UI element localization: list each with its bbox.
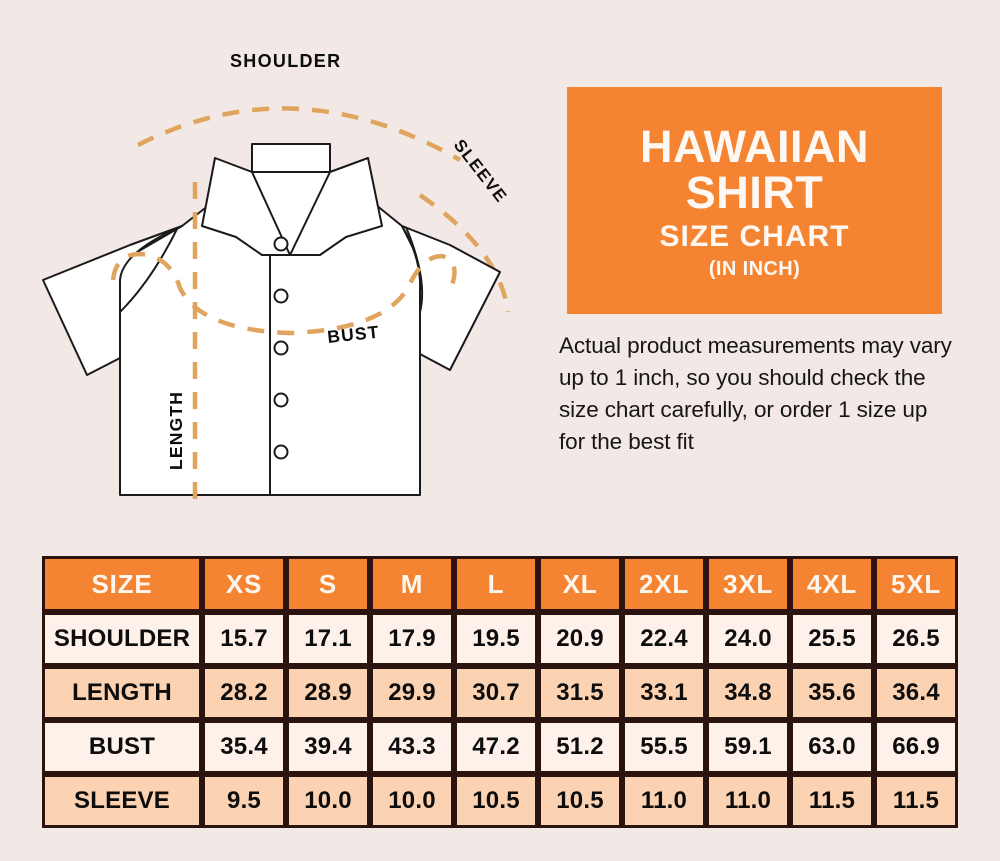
row-label-length: LENGTH: [42, 666, 202, 720]
cell-sleeve-xs: 9.5: [202, 774, 286, 828]
cell-length-2xl: 33.1: [622, 666, 706, 720]
table-header-cell-3xl: 3XL: [706, 556, 790, 612]
cell-shoulder-xs: 15.7: [202, 612, 286, 666]
shoulder-guide-line: [136, 106, 462, 162]
table-header-cell-xl: XL: [538, 556, 622, 612]
title-panel: HAWAIIAN SHIRT SIZE CHART (IN INCH): [567, 87, 942, 314]
cell-sleeve-xl: 10.5: [538, 774, 622, 828]
cell-bust-3xl: 59.1: [706, 720, 790, 774]
cell-bust-2xl: 55.5: [622, 720, 706, 774]
cell-length-s: 28.9: [286, 666, 370, 720]
shirt-button: [273, 236, 289, 252]
cell-length-xs: 28.2: [202, 666, 286, 720]
shirt-left-sleeve: [42, 225, 183, 376]
cell-shoulder-4xl: 25.5: [790, 612, 874, 666]
table-header-cell-xs: XS: [202, 556, 286, 612]
table-row: LENGTH 28.2 28.9 29.9 30.7 31.5 33.1 34.…: [42, 666, 958, 720]
sleeve-guide-line: [418, 193, 511, 313]
cell-length-5xl: 36.4: [874, 666, 958, 720]
cell-bust-4xl: 63.0: [790, 720, 874, 774]
cell-shoulder-xl: 20.9: [538, 612, 622, 666]
shirt-placket: [269, 254, 290, 495]
size-chart-table-container: SIZE XS S M L XL 2XL 3XL 4XL 5XL SHOULDE…: [42, 556, 958, 828]
cell-length-l: 30.7: [454, 666, 538, 720]
shirt-left-armhole: [119, 226, 179, 313]
cell-bust-s: 39.4: [286, 720, 370, 774]
row-label-sleeve: SLEEVE: [42, 774, 202, 828]
table-header-cell-m: M: [370, 556, 454, 612]
cell-sleeve-5xl: 11.5: [874, 774, 958, 828]
cell-sleeve-l: 10.5: [454, 774, 538, 828]
cell-length-m: 29.9: [370, 666, 454, 720]
cell-sleeve-s: 10.0: [286, 774, 370, 828]
cell-shoulder-m: 17.9: [370, 612, 454, 666]
table-header-cell-size: SIZE: [42, 556, 202, 612]
description-text: Actual product measurements may vary up …: [559, 333, 952, 454]
shirt-button: [273, 340, 289, 356]
shirt-button: [273, 444, 289, 460]
subtitle: SIZE CHART: [659, 219, 850, 253]
table-header-cell-5xl: 5XL: [874, 556, 958, 612]
shirt-button: [273, 288, 289, 304]
size-chart-table: SIZE XS S M L XL 2XL 3XL 4XL 5XL SHOULDE…: [42, 556, 958, 828]
top-section: SHOULDER SLEEVE BUST LENGTH HAWAIIAN SHI…: [30, 40, 952, 520]
shirt-neck-band: [251, 143, 331, 173]
table-row: SLEEVE 9.5 10.0 10.0 10.5 10.5 11.0 11.0…: [42, 774, 958, 828]
row-label-bust: BUST: [42, 720, 202, 774]
cell-bust-5xl: 66.9: [874, 720, 958, 774]
table-row: BUST 35.4 39.4 43.3 47.2 51.2 55.5 59.1 …: [42, 720, 958, 774]
cell-sleeve-4xl: 11.5: [790, 774, 874, 828]
cell-sleeve-3xl: 11.0: [706, 774, 790, 828]
cell-length-3xl: 34.8: [706, 666, 790, 720]
cell-shoulder-3xl: 24.0: [706, 612, 790, 666]
table-header-cell-2xl: 2XL: [622, 556, 706, 612]
shirt-right-armhole: [405, 226, 424, 313]
cell-sleeve-m: 10.0: [370, 774, 454, 828]
title-line-2: SHIRT: [685, 167, 824, 218]
cell-sleeve-2xl: 11.0: [622, 774, 706, 828]
title-line-1: HAWAIIAN: [640, 121, 869, 173]
row-label-shoulder: SHOULDER: [42, 612, 202, 666]
bust-guide-line: [110, 251, 457, 336]
sleeve-label: SLEEVE: [450, 136, 511, 207]
cell-length-4xl: 35.6: [790, 666, 874, 720]
shirt-button: [273, 392, 289, 408]
cell-shoulder-5xl: 26.5: [874, 612, 958, 666]
cell-shoulder-l: 19.5: [454, 612, 538, 666]
cell-bust-l: 47.2: [454, 720, 538, 774]
unit-note: (IN INCH): [708, 257, 801, 280]
table-header-cell-s: S: [286, 556, 370, 612]
cell-length-xl: 31.5: [538, 666, 622, 720]
cell-bust-xl: 51.2: [538, 720, 622, 774]
cell-bust-xs: 35.4: [202, 720, 286, 774]
shirt-diagram: SHOULDER SLEEVE BUST LENGTH: [30, 40, 560, 520]
table-header-cell-l: L: [454, 556, 538, 612]
length-label: LENGTH: [166, 391, 186, 470]
table-header-cell-4xl: 4XL: [790, 556, 874, 612]
cell-bust-m: 43.3: [370, 720, 454, 774]
shoulder-label: SHOULDER: [230, 51, 341, 71]
cell-shoulder-2xl: 22.4: [622, 612, 706, 666]
table-header-row: SIZE XS S M L XL 2XL 3XL 4XL 5XL: [42, 556, 958, 612]
cell-shoulder-s: 17.1: [286, 612, 370, 666]
table-row: SHOULDER 15.7 17.1 17.9 19.5 20.9 22.4 2…: [42, 612, 958, 666]
